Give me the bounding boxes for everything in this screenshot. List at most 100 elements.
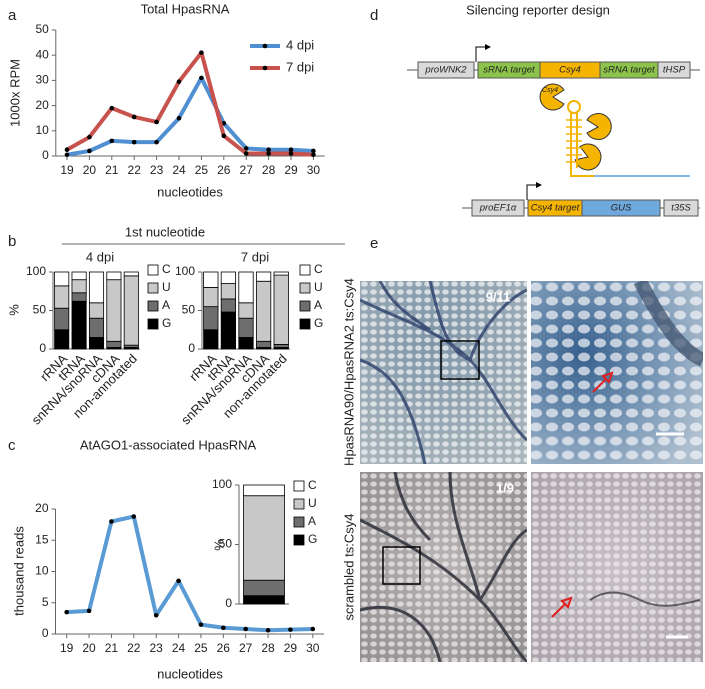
micrographs: 9/11 1/9 HpasRNA90/HpasRNA2 ts:Csy4 scra… [341,278,703,662]
chart-title: AtAGO1-associated HpasRNA [80,437,257,452]
point [154,139,159,145]
box-label: proWNK2 [424,65,467,76]
point [243,146,249,151]
x-tick-label: 28 [261,641,275,655]
point [64,152,70,158]
panel-label: d [370,7,378,24]
bar-segment [106,279,122,342]
x-tick-label: 19 [60,163,74,177]
bar-segment [54,271,70,287]
legend-label: U [162,280,171,294]
bar-segment [106,340,122,348]
y-axis-label: % [211,539,226,551]
x-tick-label: 24 [172,641,186,655]
point [64,147,70,152]
count-label: 9/11 [486,289,511,304]
x-tick-label: 20 [83,163,97,177]
promoter-arrow [475,44,491,62]
hairpin-loop [567,100,581,114]
legend-swatch [147,282,159,294]
count-label: 1/9 [496,480,514,495]
chart-title: Total HpasRNA [141,1,230,16]
point [131,114,137,120]
y-tick-label: 10 [35,123,49,137]
legend-swatch [147,300,159,312]
bar-segment [203,271,219,288]
y-tick-label: 100 [26,264,46,278]
bar-segment [54,285,70,309]
legend-swatch [299,300,311,312]
legend-label: A [308,514,316,528]
line [66,75,314,157]
x-tick-label: 22 [128,163,142,177]
x-tick-label: 29 [284,163,298,177]
bar-segment [203,329,219,350]
legend-label: G [162,316,171,330]
line [66,50,314,157]
bar-segment [88,317,105,338]
bar-segment [255,340,272,348]
y-tick-label: 100 [175,264,195,278]
row-label: HpasRNA90/HpasRNA2 ts:Csy4 [341,278,356,466]
legend-label: A [314,298,322,312]
x-tick-label: 26 [217,163,231,177]
legend-marker [262,43,268,49]
point [198,622,204,627]
point [153,612,159,618]
box-label: sRNA target [603,65,655,76]
point [87,148,92,154]
gus-box [581,199,661,217]
legend-swatch [293,480,305,492]
point [221,625,226,631]
bar-segment [220,271,237,284]
legend-swatch [299,318,311,330]
bar-segment [123,271,139,277]
diagram-title: Silencing reporter design [466,2,610,17]
x-tick-label: 27 [239,641,253,655]
bar-segment [255,271,272,282]
x-tick-label: 23 [150,641,164,655]
point [288,151,294,156]
y-tick-label: 0 [42,148,49,162]
point [221,133,227,139]
y-tick-label: 20 [35,98,49,112]
y-axis-label: 1000x RPM [7,59,22,127]
x-axis-label: nucleotides [157,666,223,681]
x-tick-label: 24 [172,163,186,177]
point [131,514,137,519]
point [87,134,92,140]
point [288,147,294,152]
y-tick-label: 10 [35,564,49,578]
bar-segment [71,300,87,350]
bar-segment [203,306,219,331]
legend-label: G [314,316,323,330]
point [288,627,293,632]
box-label: Csy4 target [531,203,580,214]
promoter-arrow [526,182,542,200]
photo [360,472,527,662]
x-tick-label: 29 [284,641,298,655]
bar-segment [123,275,139,346]
promoter-box [471,199,525,217]
point [310,626,316,632]
point [243,626,248,632]
y-tick-label: 30 [35,73,49,87]
legend-label: C [162,262,171,276]
x-tick-label: 30 [306,641,320,655]
point [64,609,69,615]
bar-segment [243,579,285,597]
bar-segment [220,311,237,350]
point [199,50,204,55]
legend-swatch [293,534,305,546]
x-tick-label: 25 [194,641,208,655]
bar-segment [88,302,105,319]
point [109,519,114,524]
red-arrow [551,596,573,618]
legend-label: 7 dpi [286,59,314,74]
legend-label: U [308,496,317,510]
legend-label: A [162,298,170,312]
box-label: tHSP [663,65,686,76]
point [154,119,159,125]
y-tick-label: 5 [42,595,49,609]
protein-label: Csy4 [542,87,558,94]
